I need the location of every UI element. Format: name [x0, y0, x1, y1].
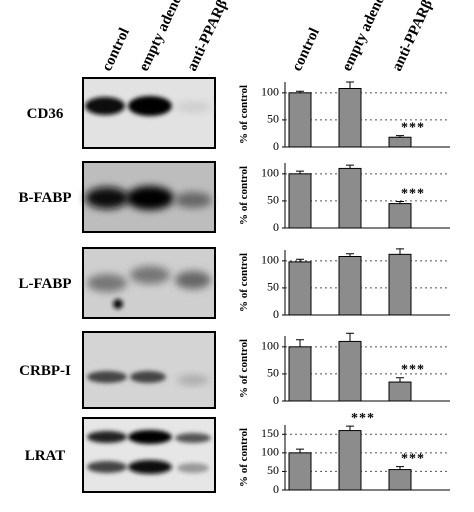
error-bar [346, 425, 354, 431]
significance: *** [401, 121, 425, 136]
band [175, 271, 211, 289]
error-bar [396, 248, 404, 255]
bar [388, 381, 412, 402]
band [175, 102, 211, 112]
y-axis-label: % of control [238, 428, 250, 487]
error-bar [396, 377, 404, 383]
band [87, 461, 127, 473]
band [130, 371, 166, 383]
y-axis-label: % of control [238, 339, 250, 398]
row-label: CD36 [27, 106, 64, 122]
blot-panel [82, 417, 216, 493]
significance: *** [401, 363, 425, 378]
error-bar [296, 90, 304, 93]
spot [113, 299, 123, 309]
bar [388, 469, 412, 491]
y-axis-label: % of control [238, 166, 250, 225]
y-tick-label: 100 [261, 253, 279, 267]
bar [338, 167, 362, 229]
category-label: anti-PPARβ [389, 0, 436, 74]
y-tick-label: 50 [267, 366, 279, 380]
y-tick-label: 100 [261, 339, 279, 353]
y-tick-label: 50 [267, 463, 279, 477]
y-tick-label: 150 [261, 426, 279, 440]
y-tick-label: 0 [273, 139, 279, 153]
y-tick-label: 0 [273, 482, 279, 496]
band [175, 433, 211, 443]
error-bar [296, 170, 304, 174]
bar [288, 92, 312, 148]
blot-panel [82, 331, 216, 409]
error-bar [346, 332, 354, 342]
y-tick-label: 0 [273, 220, 279, 234]
bar [338, 340, 362, 402]
y-axis-label: % of control [238, 253, 250, 312]
y-tick-label: 100 [261, 166, 279, 180]
error-bar [346, 164, 354, 169]
band [87, 431, 127, 443]
error-bar [346, 81, 354, 89]
y-tick-label: 0 [273, 393, 279, 407]
band [177, 375, 209, 385]
band [130, 266, 170, 284]
bar [338, 430, 362, 491]
y-tick-label: 100 [261, 445, 279, 459]
bar [288, 261, 312, 316]
band [174, 192, 212, 208]
row-label: B-FABP [18, 190, 71, 206]
band [128, 96, 172, 116]
band [177, 463, 209, 473]
bar [288, 452, 312, 491]
blots [82, 77, 216, 493]
lane-label: control [99, 26, 133, 74]
lane-label: empty adeno [136, 0, 185, 74]
error-bar [396, 466, 404, 470]
error-bar [296, 258, 304, 262]
y-tick-label: 100 [261, 85, 279, 99]
significance: *** [351, 411, 375, 426]
band [87, 371, 127, 383]
bar [288, 346, 312, 402]
bar [388, 253, 412, 316]
band [128, 430, 172, 444]
y-axis-label: % of control [238, 85, 250, 144]
row-label: L-FABP [18, 276, 71, 292]
error-bar [346, 253, 354, 257]
y-tick-label: 50 [267, 112, 279, 126]
y-tick-label: 50 [267, 280, 279, 294]
error-bar [396, 135, 404, 138]
lane-label: anti-PPARβ [184, 0, 231, 74]
band [85, 187, 129, 209]
band [128, 460, 172, 474]
bar [288, 173, 312, 229]
row-label: LRAT [25, 448, 66, 464]
significance: *** [401, 452, 425, 467]
bar [388, 136, 412, 148]
error-bar [396, 200, 404, 204]
y-tick-label: 0 [273, 307, 279, 321]
bar [338, 88, 362, 148]
band [87, 274, 127, 292]
significance: *** [401, 186, 425, 201]
bar [388, 203, 412, 229]
error-bar [296, 448, 304, 453]
category-label: control [289, 26, 323, 74]
category-label: empty adeno [339, 0, 388, 74]
bar [338, 256, 362, 316]
band [126, 186, 174, 210]
row-label: CRBP-I [19, 363, 71, 379]
band [85, 97, 125, 115]
error-bar [296, 339, 304, 347]
y-tick-label: 50 [267, 193, 279, 207]
